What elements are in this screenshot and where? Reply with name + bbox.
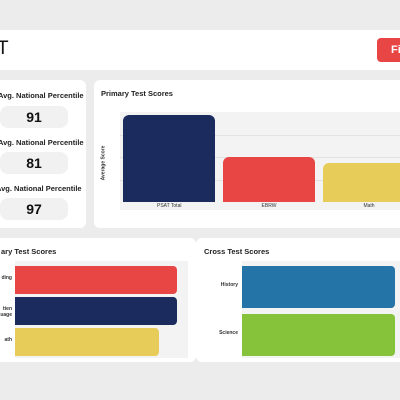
cross-scores-card: Cross Test Scores History Science	[196, 238, 400, 362]
secondary-y-tick-label: tten uage	[0, 306, 12, 318]
cross-plot-area: History Science	[219, 261, 400, 358]
primary-x-tick-label: EBRW	[261, 203, 277, 209]
primary-bar-psat-total[interactable]	[123, 115, 215, 202]
primary-bar-math[interactable]	[323, 162, 400, 202]
page-title: T	[0, 38, 9, 59]
percentile-card: Avg. National Percentile 91 Avg. Nationa…	[0, 80, 86, 228]
secondary-bar-0[interactable]	[15, 266, 177, 294]
primary-gridline	[120, 134, 400, 136]
secondary-bar-1[interactable]	[15, 297, 177, 325]
primary-x-tick-label: Math	[363, 203, 375, 209]
percentile-value-3: 97	[0, 198, 68, 220]
primary-x-tick-label: PSAT Total	[157, 203, 182, 209]
cross-y-tick-label: History	[220, 282, 238, 288]
cross-scores-title: Cross Test Scores	[204, 247, 270, 256]
primary-scores-card: Primary Test Scores Average Score PSAT T…	[94, 80, 400, 228]
secondary-scores-title: ary Test Scores	[1, 247, 57, 256]
secondary-y-tick-label: ath	[4, 337, 13, 343]
secondary-plot-area: ding tten uage ath	[0, 261, 188, 358]
cross-bar-1[interactable]	[242, 314, 395, 356]
cross-y-tick-label: Science	[219, 330, 238, 336]
percentile-label-2: Avg. National Percentile	[0, 138, 84, 147]
secondary-y-tick-label: ding	[1, 275, 12, 281]
primary-bar-ebrw[interactable]	[223, 156, 315, 202]
percentile-value-2: 81	[0, 152, 68, 174]
cross-bar-0[interactable]	[242, 266, 395, 308]
top-bar: T Fil	[0, 30, 400, 70]
secondary-bar-2[interactable]	[15, 328, 160, 356]
secondary-scores-card: ary Test Scores ding tten uage ath	[0, 238, 196, 362]
filter-button[interactable]: Fil	[377, 38, 400, 62]
primary-scores-title: Primary Test Scores	[101, 89, 173, 98]
percentile-label-3: Avg. National Percentile	[0, 184, 82, 193]
percentile-value-1: 91	[0, 106, 68, 128]
primary-y-axis-title: Average Score	[100, 145, 107, 181]
primary-plot-area: PSAT Total EBRW Math	[120, 112, 400, 210]
percentile-label-1: Avg. National Percentile	[0, 91, 84, 100]
